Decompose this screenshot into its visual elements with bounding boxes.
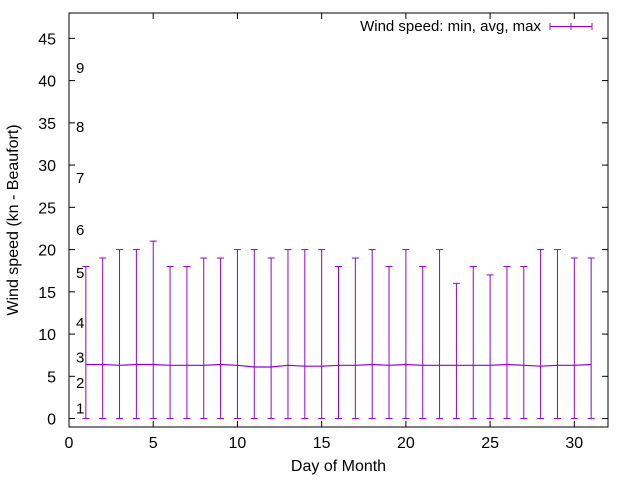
- y-tick-label: 30: [38, 158, 56, 175]
- beaufort-label: 1: [76, 400, 84, 417]
- x-tick-label: 10: [229, 435, 247, 452]
- beaufort-label: 7: [76, 170, 84, 187]
- average-line-group: [85, 363, 592, 368]
- x-tick-label: 25: [481, 435, 499, 452]
- legend: Wind speed: min, avg, max: [360, 18, 593, 35]
- y-tick-label: 40: [38, 74, 56, 91]
- x-tick-label: 15: [313, 435, 331, 452]
- beaufort-label: 6: [76, 222, 84, 239]
- beaufort-label: 5: [76, 265, 84, 282]
- plot-frame: [68, 12, 609, 428]
- y-tick-label: 0: [47, 412, 56, 429]
- average-line: [85, 363, 592, 368]
- error-bars: [82, 240, 595, 420]
- y-tick-label: 20: [38, 243, 56, 260]
- y-tick-label: 15: [38, 285, 56, 302]
- y-tick-label: 45: [38, 31, 56, 48]
- beaufort-label: 9: [76, 60, 84, 77]
- beaufort-scale: 1 2 3 4 5 6 7 8 9: [76, 60, 84, 417]
- y-axis-label: Wind speed (kn - Beaufort): [5, 124, 22, 315]
- legend-errorbar-sample: [549, 23, 593, 30]
- legend-label: Wind speed: min, avg, max: [360, 18, 541, 35]
- y-tick-label: 10: [38, 327, 56, 344]
- beaufort-label: 2: [76, 375, 84, 392]
- beaufort-label: 8: [76, 119, 84, 136]
- y-tick-label: 35: [38, 116, 56, 133]
- x-tick-label: 5: [149, 435, 158, 452]
- x-tick-label: 20: [397, 435, 415, 452]
- y-tick-label: 25: [38, 200, 56, 217]
- x-axis-label: Day of Month: [291, 458, 386, 475]
- x-tick-label: 0: [65, 435, 74, 452]
- y-tick-label: 5: [47, 369, 56, 386]
- beaufort-label: 4: [76, 315, 84, 332]
- beaufort-label: 3: [76, 350, 84, 367]
- x-tick-label: 30: [565, 435, 583, 452]
